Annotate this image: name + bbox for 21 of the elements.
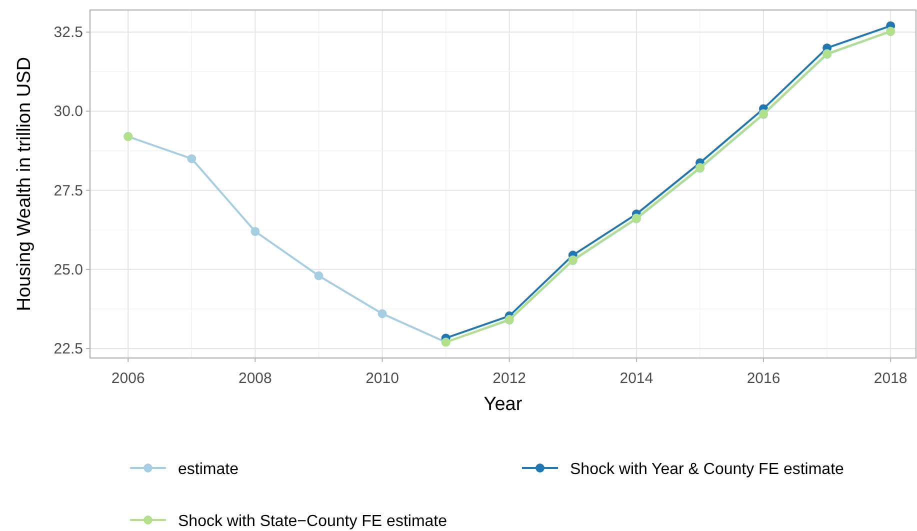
x-tick-label: 2006 (111, 370, 145, 387)
y-tick-label: 30.0 (54, 103, 83, 120)
y-tick-label: 27.5 (54, 182, 83, 200)
y-axis-title: Housing Wealth in trillion USD (14, 56, 35, 312)
x-tick-label: 2018 (874, 370, 908, 387)
legend-label: estimate (178, 461, 239, 478)
legend-label: Shock with State−County FE estimate (178, 513, 448, 530)
y-tick-label: 32.5 (54, 24, 83, 42)
x-tick-label: 2016 (746, 370, 780, 387)
x-tick-label: 2014 (620, 370, 654, 387)
point (378, 309, 387, 318)
x-axis-title: Year (484, 394, 523, 415)
y-tick-label: 22.5 (54, 340, 83, 358)
x-tick-label: 2012 (492, 370, 526, 387)
point (250, 226, 260, 236)
point (187, 154, 196, 164)
y-tick-label: 25.0 (54, 261, 83, 278)
legend-label: Shock with Year & County FE estimate (570, 461, 844, 478)
point (314, 271, 324, 280)
x-tick-label: 2008 (238, 370, 272, 387)
x-tick-label: 2010 (366, 370, 399, 387)
